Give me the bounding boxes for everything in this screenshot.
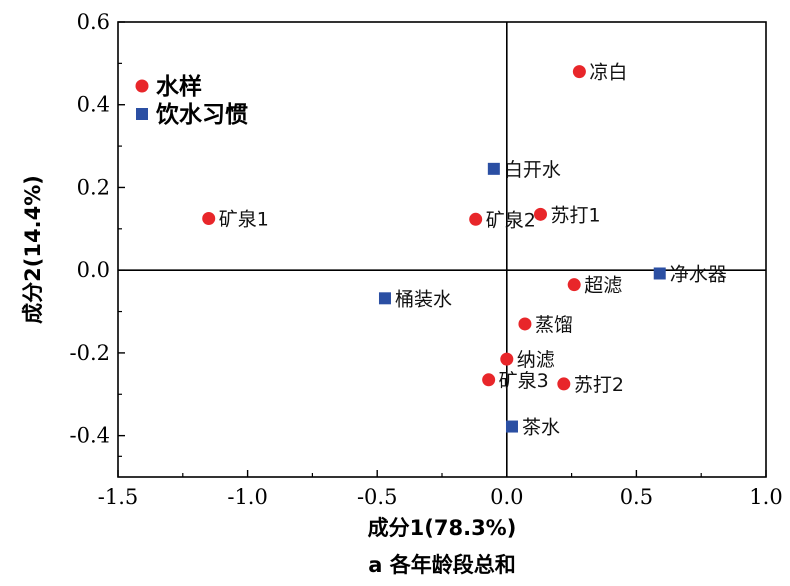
legend-label: 饮水习惯 xyxy=(155,101,248,128)
point-label: 苏打2 xyxy=(574,374,624,396)
figure-caption: a 各年龄段总和 xyxy=(368,553,515,577)
point-label: 矿泉3 xyxy=(499,370,549,392)
x-tick-label: 0.0 xyxy=(490,485,523,509)
y-tick-label: 0.6 xyxy=(77,10,110,34)
point-label: 净水器 xyxy=(670,263,727,285)
point-marker xyxy=(533,207,547,221)
axis-ticks: -1.5 -1.0 -0.5 0.0 0.5 1.0 -0.4 -0.2 0.0 0.2 0.4 0.… xyxy=(70,10,783,509)
point-marker xyxy=(482,373,496,387)
point-marker xyxy=(378,292,391,305)
y-tick-label: -0.2 xyxy=(70,341,111,365)
x-tick-label: -1.5 xyxy=(98,485,139,509)
reference-lines xyxy=(118,22,766,477)
legend-marker xyxy=(135,79,149,93)
y-axis-title: 成分2(14.4%) xyxy=(21,175,45,324)
x-tick-label: -1.0 xyxy=(227,485,268,509)
plot-border xyxy=(117,21,767,478)
point-marker xyxy=(500,352,514,366)
y-tick-label: 0.0 xyxy=(77,258,110,282)
point-marker xyxy=(557,377,571,391)
x-tick-label: -0.5 xyxy=(357,485,398,509)
point-marker xyxy=(202,211,216,225)
point-label: 矿泉1 xyxy=(219,208,269,230)
point-label: 苏打1 xyxy=(550,204,600,226)
legend-label: 水样 xyxy=(156,73,202,100)
point-marker xyxy=(572,65,586,79)
x-tick-label: 0.5 xyxy=(620,485,653,509)
point-label: 纳滤 xyxy=(517,349,555,371)
y-tick-label: 0.4 xyxy=(77,93,110,117)
y-tick-label: 0.2 xyxy=(77,175,110,199)
point-label: 白开水 xyxy=(504,159,561,181)
point-label: 超滤 xyxy=(584,275,622,297)
point-marker xyxy=(487,162,500,175)
point-marker xyxy=(567,278,581,292)
plot-frame xyxy=(117,21,767,478)
point-marker xyxy=(469,212,483,226)
point-label: 蒸馏 xyxy=(535,314,573,336)
legend-marker xyxy=(136,108,148,120)
point-marker xyxy=(653,267,666,280)
point-label: 凉白 xyxy=(589,62,627,84)
point-marker xyxy=(518,317,532,331)
point-label: 茶水 xyxy=(522,417,560,439)
point-marker xyxy=(505,420,518,433)
point-label: 桶装水 xyxy=(395,288,452,310)
x-tick-label: 1.0 xyxy=(749,485,782,509)
y-tick-label: -0.4 xyxy=(70,424,111,448)
point-label: 矿泉2 xyxy=(486,209,536,231)
x-axis-title: 成分1(78.3%) xyxy=(368,516,517,540)
